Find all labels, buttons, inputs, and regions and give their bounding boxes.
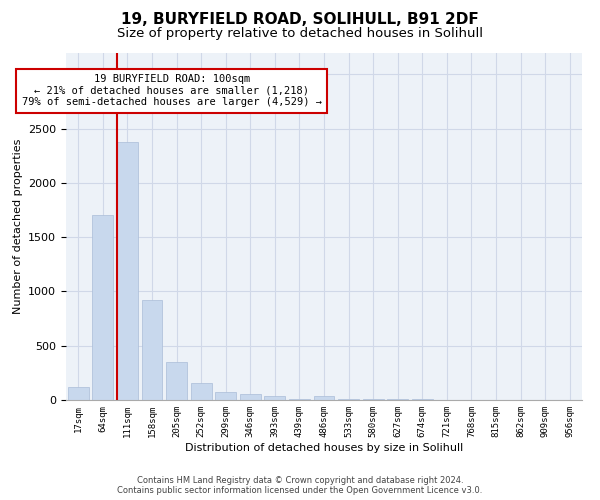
- Bar: [191, 383, 212, 400]
- Bar: [117, 142, 138, 400]
- Text: Size of property relative to detached houses in Solihull: Size of property relative to detached ho…: [117, 28, 483, 40]
- Bar: [265, 396, 286, 400]
- Bar: [166, 362, 187, 400]
- Bar: [68, 387, 89, 400]
- Bar: [314, 396, 334, 400]
- Y-axis label: Number of detached properties: Number of detached properties: [13, 138, 23, 314]
- Text: 19 BURYFIELD ROAD: 100sqm
← 21% of detached houses are smaller (1,218)
79% of se: 19 BURYFIELD ROAD: 100sqm ← 21% of detac…: [22, 74, 322, 108]
- Bar: [215, 392, 236, 400]
- Text: Contains HM Land Registry data © Crown copyright and database right 2024.
Contai: Contains HM Land Registry data © Crown c…: [118, 476, 482, 495]
- Bar: [240, 394, 261, 400]
- Text: 19, BURYFIELD ROAD, SOLIHULL, B91 2DF: 19, BURYFIELD ROAD, SOLIHULL, B91 2DF: [121, 12, 479, 28]
- Bar: [142, 300, 163, 400]
- Bar: [92, 216, 113, 400]
- X-axis label: Distribution of detached houses by size in Solihull: Distribution of detached houses by size …: [185, 442, 463, 452]
